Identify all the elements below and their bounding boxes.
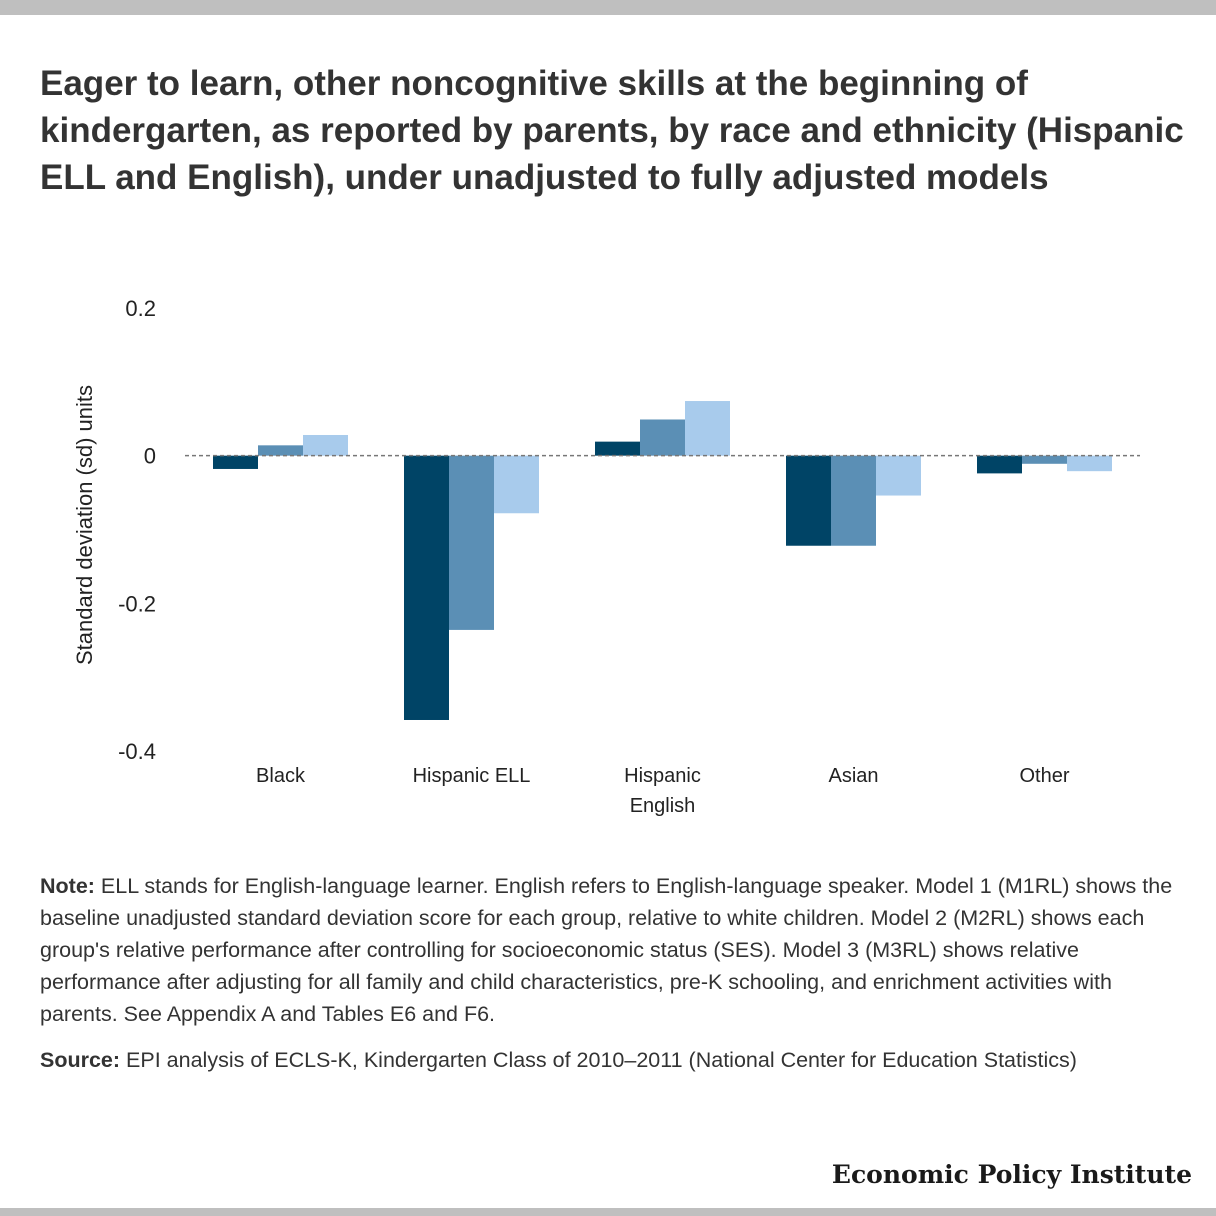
bar bbox=[449, 455, 494, 630]
note-paragraph: Note: ELL stands for English-language le… bbox=[40, 870, 1185, 1030]
bottom-border bbox=[0, 1208, 1216, 1216]
bar bbox=[258, 445, 303, 456]
source-label: Source: bbox=[40, 1048, 121, 1072]
bar bbox=[977, 455, 1022, 474]
x-tick-label: Asian bbox=[828, 765, 878, 787]
bar bbox=[1067, 455, 1112, 472]
bar bbox=[876, 455, 921, 496]
bar bbox=[595, 441, 640, 456]
note-text: ELL stands for English-language learner.… bbox=[40, 874, 1173, 1026]
bar-chart: 0.2 0 -0.2 -0.4 Black Hispanic ELL Hispanic En… bbox=[72, 296, 1140, 817]
chart-title: Eager to learn, other noncognitive skill… bbox=[40, 64, 1184, 197]
chart-notes: Note: ELL stands for English-language le… bbox=[40, 870, 1185, 1090]
x-tick-label: Hispanic ELL bbox=[413, 765, 531, 787]
bar bbox=[404, 455, 449, 720]
bar bbox=[303, 434, 348, 456]
bar bbox=[494, 455, 539, 514]
bar bbox=[786, 455, 831, 546]
y-tick-label: -0.4 bbox=[118, 739, 156, 764]
x-tick-label: Hispanic English bbox=[624, 765, 701, 817]
note-label: Note: bbox=[40, 874, 95, 898]
epi-logo-text: Economic Policy Institute bbox=[831, 1160, 1192, 1189]
bar bbox=[685, 401, 730, 456]
source-paragraph: Source: EPI analysis of ECLS-K, Kinderga… bbox=[40, 1044, 1185, 1076]
y-tick-label: 0.2 bbox=[125, 296, 156, 321]
bar bbox=[213, 455, 258, 469]
top-border bbox=[0, 0, 1216, 15]
bar bbox=[1022, 455, 1067, 464]
source-text: EPI analysis of ECLS-K, Kindergarten Cla… bbox=[126, 1048, 1077, 1072]
bar bbox=[831, 455, 876, 546]
y-tick-label: 0 bbox=[144, 444, 156, 469]
bar bbox=[640, 419, 685, 456]
x-tick-label: Black bbox=[256, 765, 306, 787]
x-tick-label: Other bbox=[1019, 765, 1069, 787]
y-axis-title: Standard deviation (sd) units bbox=[72, 385, 97, 665]
y-tick-label: -0.2 bbox=[118, 591, 156, 616]
